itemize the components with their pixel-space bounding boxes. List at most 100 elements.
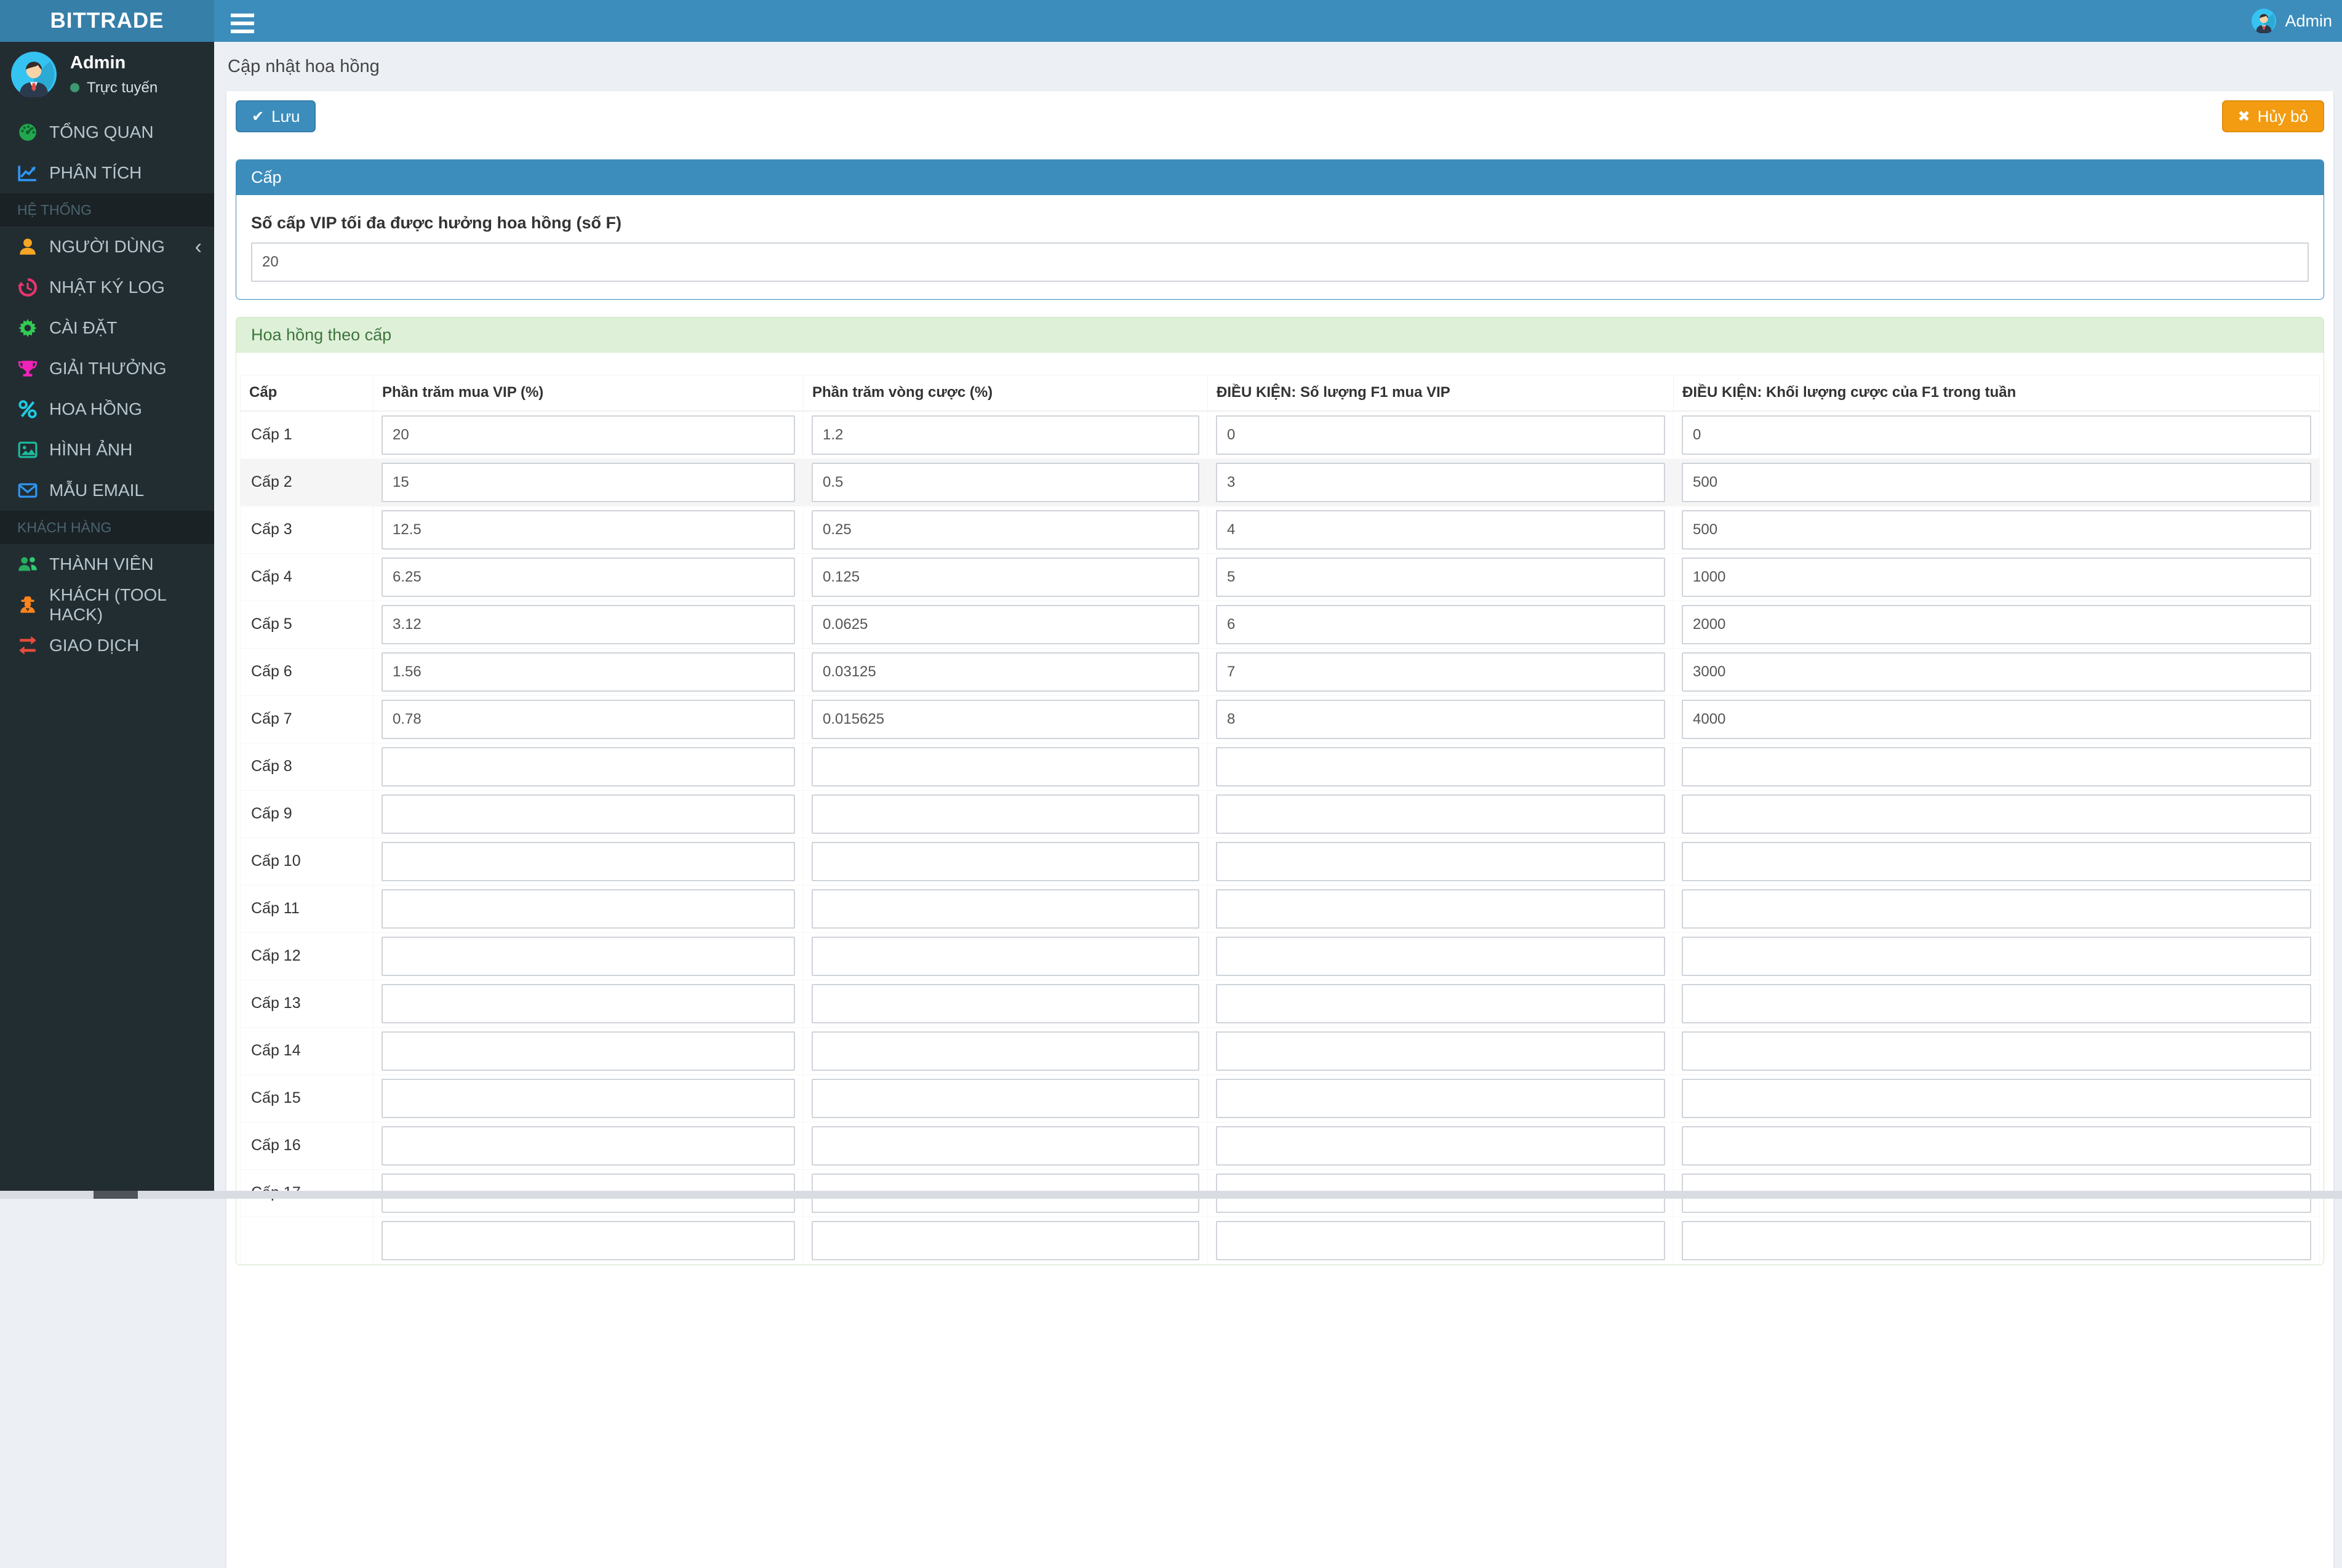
- sidebar-toggle-button[interactable]: [214, 0, 271, 42]
- f1-input[interactable]: [1216, 1031, 1665, 1071]
- vip-input[interactable]: [382, 558, 795, 597]
- volume-input[interactable]: [1682, 510, 2311, 550]
- sidebar-item-h-nh-nh[interactable]: HÌNH ẢNH: [0, 430, 214, 470]
- bet-input[interactable]: [812, 558, 1199, 597]
- empty-input[interactable]: [812, 1221, 1199, 1260]
- vip-input[interactable]: [382, 794, 795, 834]
- sidebar-item-c-i-t[interactable]: CÀI ĐẶT: [0, 308, 214, 348]
- vip-input[interactable]: [382, 842, 795, 881]
- volume-input[interactable]: [1682, 463, 2311, 502]
- f1-input[interactable]: [1216, 510, 1665, 550]
- value-cell: [804, 553, 1208, 601]
- vip-input[interactable]: [382, 1079, 795, 1118]
- f1-input[interactable]: [1216, 1126, 1665, 1166]
- table-row: Cấp 4: [241, 553, 2320, 601]
- sidebar-item-giao-d-ch[interactable]: GIAO DỊCH: [0, 625, 214, 666]
- brand-logo[interactable]: BITTRADE: [0, 0, 214, 42]
- volume-input[interactable]: [1682, 984, 2311, 1023]
- email-icon: [17, 480, 49, 501]
- volume-input[interactable]: [1682, 1031, 2311, 1071]
- sidebar-item-hoa-h-ng[interactable]: HOA HỒNG: [0, 389, 214, 430]
- f1-input[interactable]: [1216, 794, 1665, 834]
- bet-input[interactable]: [812, 889, 1199, 929]
- volume-input[interactable]: [1682, 605, 2311, 644]
- volume-input[interactable]: [1682, 1126, 2311, 1166]
- volume-input[interactable]: [1682, 794, 2311, 834]
- bet-input[interactable]: [812, 415, 1199, 455]
- value-cell: [804, 601, 1208, 648]
- bet-input[interactable]: [812, 937, 1199, 976]
- f1-input[interactable]: [1216, 652, 1665, 692]
- f1-input[interactable]: [1216, 937, 1665, 976]
- sidebar-item-gi-i-th-ng[interactable]: GIẢI THƯỞNG: [0, 348, 214, 389]
- volume-input[interactable]: [1682, 937, 2311, 976]
- vip-input[interactable]: [382, 510, 795, 550]
- horizontal-scrollbar-thumb[interactable]: [94, 1191, 138, 1199]
- f1-input[interactable]: [1216, 700, 1665, 739]
- vip-input[interactable]: [382, 415, 795, 455]
- bet-input[interactable]: [812, 1079, 1199, 1118]
- vip-input[interactable]: [382, 463, 795, 502]
- volume-input[interactable]: [1682, 700, 2311, 739]
- table-row: Cấp 15: [241, 1074, 2320, 1122]
- bet-input[interactable]: [812, 984, 1199, 1023]
- volume-input[interactable]: [1682, 558, 2311, 597]
- volume-input[interactable]: [1682, 747, 2311, 786]
- f1-input[interactable]: [1216, 984, 1665, 1023]
- bet-input[interactable]: [812, 747, 1199, 786]
- f1-input[interactable]: [1216, 415, 1665, 455]
- volume-input[interactable]: [1682, 1079, 2311, 1118]
- bet-input[interactable]: [812, 605, 1199, 644]
- vip-input[interactable]: [382, 889, 795, 929]
- value-cell: [1208, 695, 1674, 743]
- value-cell: [1674, 458, 2320, 506]
- volume-input[interactable]: [1682, 889, 2311, 929]
- sidebar-item-ph-n-t-ch[interactable]: PHÂN TÍCH: [0, 153, 214, 193]
- f1-input[interactable]: [1216, 842, 1665, 881]
- vip-input[interactable]: [382, 1031, 795, 1071]
- vip-input[interactable]: [382, 937, 795, 976]
- bet-input[interactable]: [812, 1126, 1199, 1166]
- f1-input[interactable]: [1216, 1079, 1665, 1118]
- vip-input[interactable]: [382, 747, 795, 786]
- sidebar-item-ng-i-d-ng[interactable]: NGƯỜI DÙNG‹: [0, 226, 214, 267]
- vip-input[interactable]: [382, 700, 795, 739]
- f1-input[interactable]: [1216, 558, 1665, 597]
- navbar-user-menu[interactable]: Admin: [2252, 0, 2332, 42]
- bet-input[interactable]: [812, 463, 1199, 502]
- bet-input[interactable]: [812, 510, 1199, 550]
- volume-input[interactable]: [1682, 842, 2311, 881]
- sidebar-item-kh-ch-tool-hack-[interactable]: KHÁCH (TOOL HACK): [0, 585, 214, 625]
- f1-input[interactable]: [1216, 747, 1665, 786]
- value-cell: [1674, 932, 2320, 980]
- bet-input[interactable]: [812, 700, 1199, 739]
- sidebar-item-nh-t-k-log[interactable]: NHẬT KÝ LOG: [0, 267, 214, 308]
- empty-input[interactable]: [1216, 1221, 1665, 1260]
- vip-input[interactable]: [382, 605, 795, 644]
- f1-input[interactable]: [1216, 605, 1665, 644]
- f1-input[interactable]: [1216, 463, 1665, 502]
- sidebar-item-t-ng-quan[interactable]: TỔNG QUAN: [0, 112, 214, 153]
- f1-input[interactable]: [1216, 889, 1665, 929]
- bet-input[interactable]: [812, 652, 1199, 692]
- vip-input[interactable]: [382, 652, 795, 692]
- volume-input[interactable]: [1682, 415, 2311, 455]
- level-label: Cấp 6: [241, 648, 374, 695]
- bet-input[interactable]: [812, 794, 1199, 834]
- sidebar-item-m-u-email[interactable]: MẪU EMAIL: [0, 470, 214, 511]
- bet-input[interactable]: [812, 1031, 1199, 1071]
- sidebar-item-th-nh-vi-n[interactable]: THÀNH VIÊN: [0, 544, 214, 585]
- horizontal-scrollbar[interactable]: [0, 1191, 2342, 1199]
- volume-input[interactable]: [1682, 652, 2311, 692]
- empty-input[interactable]: [1682, 1221, 2311, 1260]
- level-label: Cấp 11: [241, 885, 374, 932]
- level-label: Cấp 16: [241, 1122, 374, 1169]
- cancel-button[interactable]: ✖ Hủy bỏ: [2222, 100, 2325, 132]
- save-button[interactable]: ✔ Lưu: [236, 100, 316, 132]
- max-vip-level-input[interactable]: [251, 242, 2309, 282]
- vip-input[interactable]: [382, 984, 795, 1023]
- empty-input[interactable]: [382, 1221, 795, 1260]
- bet-input[interactable]: [812, 842, 1199, 881]
- vip-input[interactable]: [382, 1126, 795, 1166]
- value-cell: [1674, 411, 2320, 459]
